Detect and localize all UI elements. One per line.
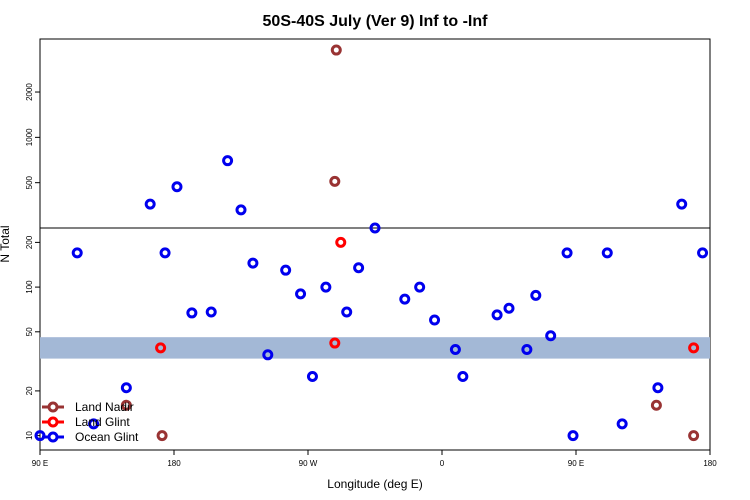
ocean-glint-point — [429, 314, 441, 326]
y-axis: 10 20 50 100 200 500 1000 2000 — [25, 83, 40, 440]
legend-marker — [47, 401, 59, 413]
ocean-glint-point — [545, 330, 557, 342]
ocean-glint-point — [530, 289, 542, 301]
legend-entry: Land Glint — [75, 415, 130, 429]
ocean-glint-point — [503, 302, 515, 314]
ocean-glint-point — [697, 247, 709, 259]
ocean-glint-point — [353, 262, 365, 274]
ocean-glint-point — [88, 418, 100, 430]
y-tick-label: 200 — [25, 235, 34, 249]
x-axis-label: Longitude (deg E) — [327, 477, 422, 491]
land-nadir-point — [329, 175, 341, 187]
shaded-band — [40, 337, 710, 359]
ocean-glint-point — [186, 307, 198, 319]
y-tick-label: 2000 — [25, 83, 34, 101]
ocean-glint-point — [449, 344, 461, 356]
legend-entry: Land Nadir — [75, 400, 134, 414]
ocean-glint-point — [399, 293, 411, 305]
ocean-glint-point — [159, 247, 171, 259]
y-tick-label: 500 — [25, 175, 34, 189]
ocean-glint-point — [616, 418, 628, 430]
y-tick-label: 100 — [25, 280, 34, 294]
ocean-glint-point — [341, 306, 353, 318]
land-glint-point — [155, 342, 167, 354]
ocean-glint-point — [235, 204, 247, 216]
land-glint-point — [329, 337, 341, 349]
land-nadir-point — [156, 430, 168, 442]
ocean-glint-point — [295, 288, 307, 300]
y-tick-label: 1000 — [25, 128, 34, 146]
ocean-glint-point — [320, 281, 332, 293]
ocean-glint-point — [652, 382, 664, 394]
x-tick-label: 90 E — [32, 459, 48, 468]
x-tick-label: 180 — [703, 459, 717, 468]
x-tick-label: 90 E — [568, 459, 584, 468]
land-nadir-point — [120, 399, 132, 411]
points-layer — [34, 44, 709, 442]
legend-entry: Ocean Glint — [75, 430, 139, 444]
chart-title: 50S-40S July (Ver 9) Inf to -Inf — [263, 13, 489, 30]
band-layer — [40, 337, 710, 359]
ocean-glint-point — [306, 371, 318, 383]
y-axis-label: N Total — [0, 225, 12, 262]
land-glint-point — [335, 236, 347, 248]
ocean-glint-point — [262, 349, 274, 361]
land-glint-point — [688, 342, 700, 354]
y-tick-label: 20 — [25, 386, 34, 395]
land-nadir-point — [688, 430, 700, 442]
ocean-glint-point — [120, 382, 132, 394]
ocean-glint-point — [280, 264, 292, 276]
ocean-glint-point — [414, 281, 426, 293]
ocean-glint-point — [491, 309, 503, 321]
ocean-glint-point — [144, 198, 156, 210]
ocean-glint-point — [561, 247, 573, 259]
ocean-glint-point — [521, 344, 533, 356]
x-axis: 90 E 180 90 W 0 90 E 180 — [32, 450, 717, 468]
y-tick-label: 10 — [25, 431, 34, 440]
ocean-glint-point — [567, 430, 579, 442]
land-nadir-point — [330, 44, 342, 56]
x-tick-label: 90 W — [299, 459, 318, 468]
ocean-glint-point — [676, 198, 688, 210]
ocean-glint-point — [205, 306, 217, 318]
ocean-glint-point — [247, 257, 259, 269]
ocean-glint-point — [222, 155, 234, 167]
y-tick-label: 50 — [25, 327, 34, 336]
ocean-glint-point — [171, 181, 183, 193]
land-nadir-point — [650, 399, 662, 411]
ocean-glint-point — [457, 371, 469, 383]
x-tick-label: 0 — [440, 459, 445, 468]
ocean-glint-point — [71, 247, 83, 259]
x-tick-label: 180 — [167, 459, 181, 468]
ocean-glint-point — [369, 222, 381, 234]
legend-marker — [47, 416, 59, 428]
plot-frame — [39, 38, 711, 451]
ocean-glint-point — [601, 247, 613, 259]
legend-marker — [47, 431, 59, 443]
